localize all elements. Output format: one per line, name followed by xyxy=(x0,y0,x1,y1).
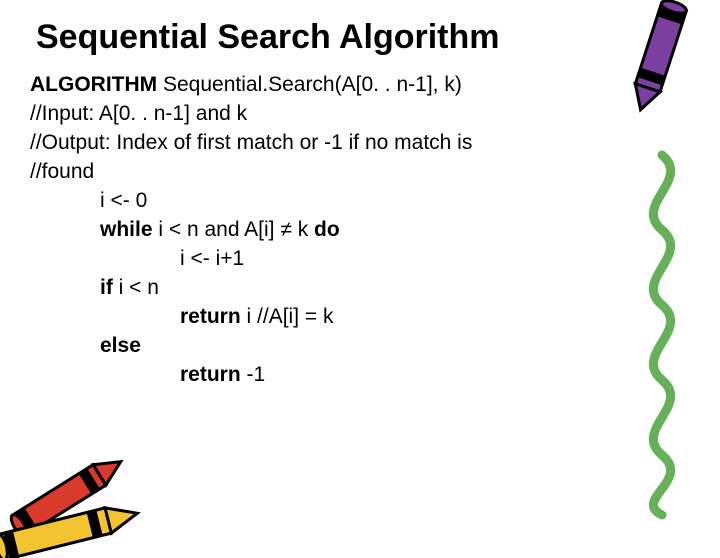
algorithm-block: ALGORITHM Sequential.Search(A[0. . n-1],… xyxy=(30,71,690,390)
algo-line: //found xyxy=(30,158,690,187)
algo-line: while i < n and A[i] ≠ k do xyxy=(30,216,690,245)
slide-title: Sequential Search Algorithm xyxy=(36,18,690,57)
algo-line: else xyxy=(30,332,690,361)
algo-line: return i //A[i] = k xyxy=(30,303,690,332)
slide-content: Sequential Search Algorithm ALGORITHM Se… xyxy=(0,0,720,410)
algo-line: i <- i+1 xyxy=(30,245,690,274)
algo-line: return -1 xyxy=(30,361,690,390)
algo-line: //Output: Index of first match or -1 if … xyxy=(30,129,690,158)
algo-line: i <- 0 xyxy=(30,187,690,216)
algo-line: //Input: A[0. . n-1] and k xyxy=(30,100,690,129)
algo-line: if i < n xyxy=(30,274,690,303)
crayons-icon-bottom xyxy=(0,408,184,558)
algo-line: ALGORITHM Sequential.Search(A[0. . n-1],… xyxy=(30,71,690,100)
